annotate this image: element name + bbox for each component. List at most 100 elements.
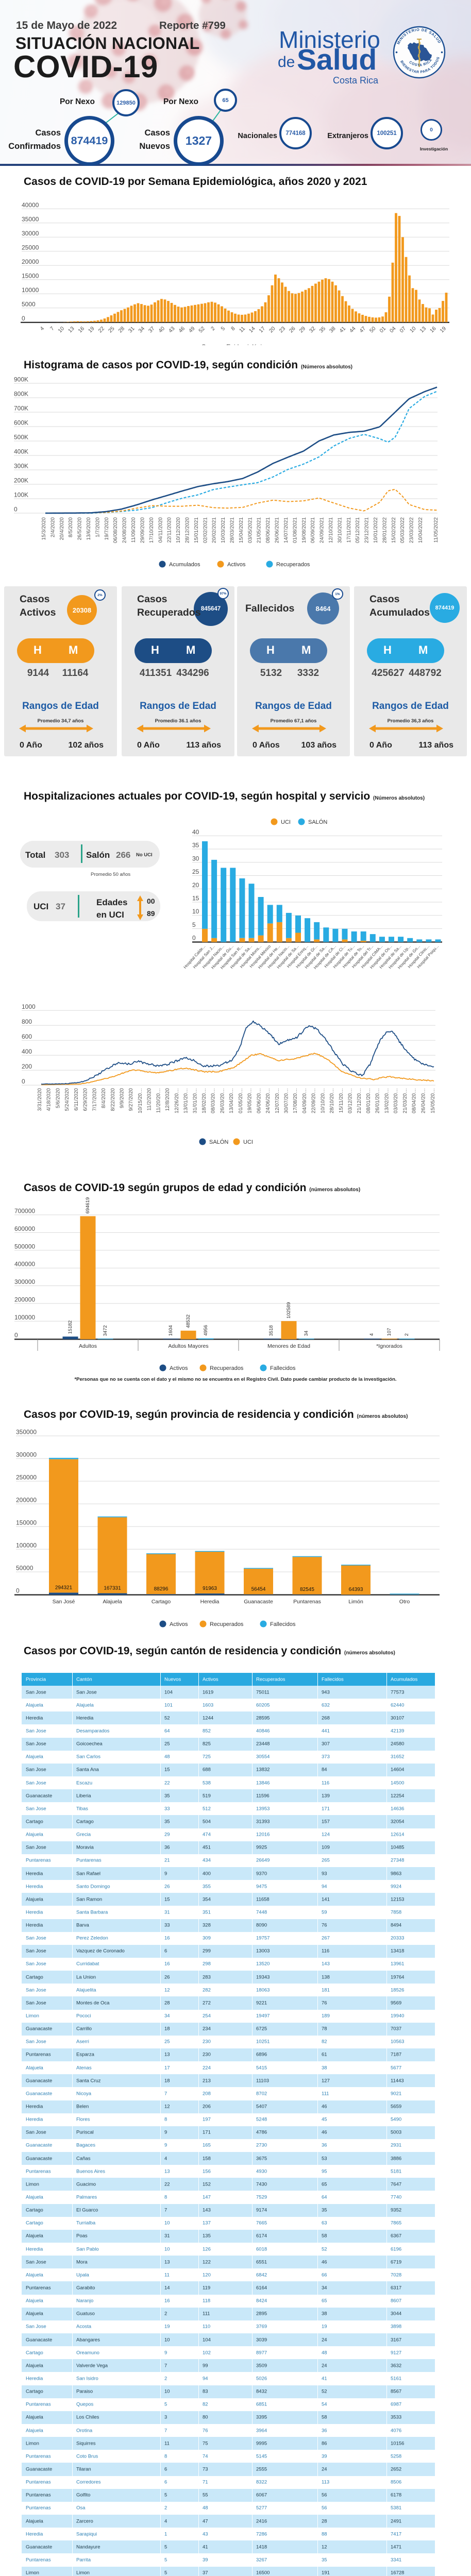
svg-text:01/05/20…: 01/05/20… xyxy=(238,1088,244,1113)
svg-text:47: 47 xyxy=(358,326,367,334)
svg-text:29: 29 xyxy=(298,326,307,334)
svg-text:4/18/2020: 4/18/2020 xyxy=(46,1088,52,1111)
svg-text:02/02/2021: 02/02/2021 xyxy=(203,517,208,543)
svg-text:102589: 102589 xyxy=(286,1302,292,1318)
svg-text:49: 49 xyxy=(188,326,196,334)
svg-text:41: 41 xyxy=(338,326,347,334)
svg-text:15/02/2022: 15/02/2022 xyxy=(391,517,397,543)
svg-text:46: 46 xyxy=(177,326,186,334)
svg-text:31: 31 xyxy=(127,326,136,334)
svg-text:Adultos Mayores: Adultos Mayores xyxy=(168,1343,208,1349)
svg-text:900K: 900K xyxy=(14,376,28,383)
svg-text:14/07/2021: 14/07/2021 xyxy=(283,517,289,543)
svg-text:24/08/2020: 24/08/2020 xyxy=(122,517,128,543)
svg-text:26: 26 xyxy=(288,326,297,334)
svg-text:21/03/20…: 21/03/20… xyxy=(402,1088,408,1113)
svg-text:10/04/2022: 10/04/2022 xyxy=(418,517,424,543)
svg-text:14: 14 xyxy=(248,326,257,334)
svg-text:06/06/20…: 06/06/20… xyxy=(256,1088,262,1113)
svg-text:26/01/20…: 26/01/20… xyxy=(375,1088,381,1113)
svg-text:26/5/2020: 26/5/2020 xyxy=(77,517,83,540)
svg-text:07: 07 xyxy=(398,326,407,334)
svg-text:0: 0 xyxy=(14,506,18,513)
svg-text:11: 11 xyxy=(238,326,246,334)
svg-text:500K: 500K xyxy=(14,434,28,441)
svg-text:28/10/20…: 28/10/20… xyxy=(329,1088,335,1113)
svg-text:11/20/20…: 11/20/20… xyxy=(156,1088,161,1113)
svg-text:35000: 35000 xyxy=(22,215,39,223)
svg-text:9/9/2020: 9/9/2020 xyxy=(120,1088,125,1108)
svg-text:1/7/2020: 1/7/2020 xyxy=(95,517,100,537)
svg-text:20: 20 xyxy=(192,882,199,889)
svg-text:150000: 150000 xyxy=(16,1519,37,1527)
svg-text:22/11/2020: 22/11/2020 xyxy=(167,517,173,543)
svg-text:04/09/20…: 04/09/20… xyxy=(302,1088,308,1113)
svg-text:4: 4 xyxy=(39,326,46,332)
svg-text:3472: 3472 xyxy=(103,1325,108,1336)
svg-text:1604: 1604 xyxy=(168,1325,174,1336)
svg-text:50: 50 xyxy=(368,326,377,334)
svg-text:Heredia: Heredia xyxy=(200,1599,220,1605)
svg-text:43: 43 xyxy=(167,326,176,334)
svg-text:Recuperados: Recuperados xyxy=(276,562,310,568)
svg-text:30/07/20…: 30/07/20… xyxy=(284,1088,290,1113)
svg-text:0: 0 xyxy=(192,935,196,942)
svg-text:28: 28 xyxy=(117,326,126,334)
svg-text:91963: 91963 xyxy=(203,1586,217,1591)
svg-text:06/09/2021: 06/09/2021 xyxy=(310,517,316,543)
svg-text:52: 52 xyxy=(197,326,206,334)
svg-text:200K: 200K xyxy=(14,477,28,484)
svg-text:50000: 50000 xyxy=(16,1565,33,1572)
svg-text:200000: 200000 xyxy=(16,1497,37,1504)
svg-text:10: 10 xyxy=(192,908,199,915)
svg-text:34: 34 xyxy=(137,326,146,334)
svg-text:32: 32 xyxy=(308,326,317,334)
svg-text:01/08/2021: 01/08/2021 xyxy=(292,517,298,543)
svg-text:700K: 700K xyxy=(14,405,28,412)
svg-text:9/27/2020: 9/27/2020 xyxy=(128,1088,134,1111)
svg-text:Cartago: Cartago xyxy=(152,1599,171,1605)
svg-text:20: 20 xyxy=(268,326,277,334)
svg-text:4: 4 xyxy=(369,1333,375,1336)
svg-text:10: 10 xyxy=(409,326,417,334)
svg-text:12/07/20…: 12/07/20… xyxy=(275,1088,280,1113)
svg-text:08/03/20…: 08/03/20… xyxy=(211,1088,216,1113)
svg-text:13/6/2020: 13/6/2020 xyxy=(86,517,92,540)
svg-text:34: 34 xyxy=(304,1331,309,1336)
svg-text:15/04/2021: 15/04/2021 xyxy=(239,517,244,543)
svg-text:Activos: Activos xyxy=(227,562,246,568)
svg-text:11/2/2020: 11/2/2020 xyxy=(147,1088,153,1111)
svg-text:21/05/2021: 21/05/2021 xyxy=(257,517,262,543)
svg-text:10/12/2020: 10/12/2020 xyxy=(176,517,181,543)
svg-text:7: 7 xyxy=(49,326,56,332)
svg-text:Alajuela: Alajuela xyxy=(103,1599,122,1605)
svg-text:13: 13 xyxy=(418,326,427,334)
svg-text:06/08/2020: 06/08/2020 xyxy=(113,517,119,543)
svg-text:694619: 694619 xyxy=(85,1197,91,1214)
svg-text:17/08/20…: 17/08/20… xyxy=(293,1088,298,1113)
svg-text:13/02/20…: 13/02/20… xyxy=(384,1088,390,1113)
svg-text:16: 16 xyxy=(429,326,438,334)
svg-text:01: 01 xyxy=(378,326,387,334)
svg-text:SALÓN: SALÓN xyxy=(308,819,327,825)
svg-text:Fallecidos: Fallecidos xyxy=(270,1365,296,1371)
svg-text:11/09/2020: 11/09/2020 xyxy=(131,517,137,543)
svg-text:2: 2 xyxy=(404,1333,410,1336)
svg-text:3/31/2020: 3/31/2020 xyxy=(37,1088,43,1111)
svg-text:29/09/2020: 29/09/2020 xyxy=(140,517,146,543)
svg-text:26/03/20…: 26/03/20… xyxy=(220,1088,225,1113)
svg-text:26/06/2021: 26/06/2021 xyxy=(275,517,280,543)
svg-text:300000: 300000 xyxy=(14,1278,35,1285)
svg-text:10: 10 xyxy=(57,326,65,334)
svg-text:3518: 3518 xyxy=(268,1325,274,1336)
svg-text:30: 30 xyxy=(192,855,199,862)
svg-text:19: 19 xyxy=(87,326,96,334)
svg-text:08/06/2021: 08/06/2021 xyxy=(265,517,271,543)
svg-text:*Ignorados: *Ignorados xyxy=(376,1343,402,1349)
svg-text:0: 0 xyxy=(14,1331,18,1338)
svg-text:10/03/2021: 10/03/2021 xyxy=(221,517,226,543)
svg-text:600K: 600K xyxy=(14,419,28,427)
svg-text:30000: 30000 xyxy=(22,230,39,237)
svg-text:10/01/2022: 10/01/2022 xyxy=(373,517,379,543)
svg-text:22: 22 xyxy=(97,326,106,334)
